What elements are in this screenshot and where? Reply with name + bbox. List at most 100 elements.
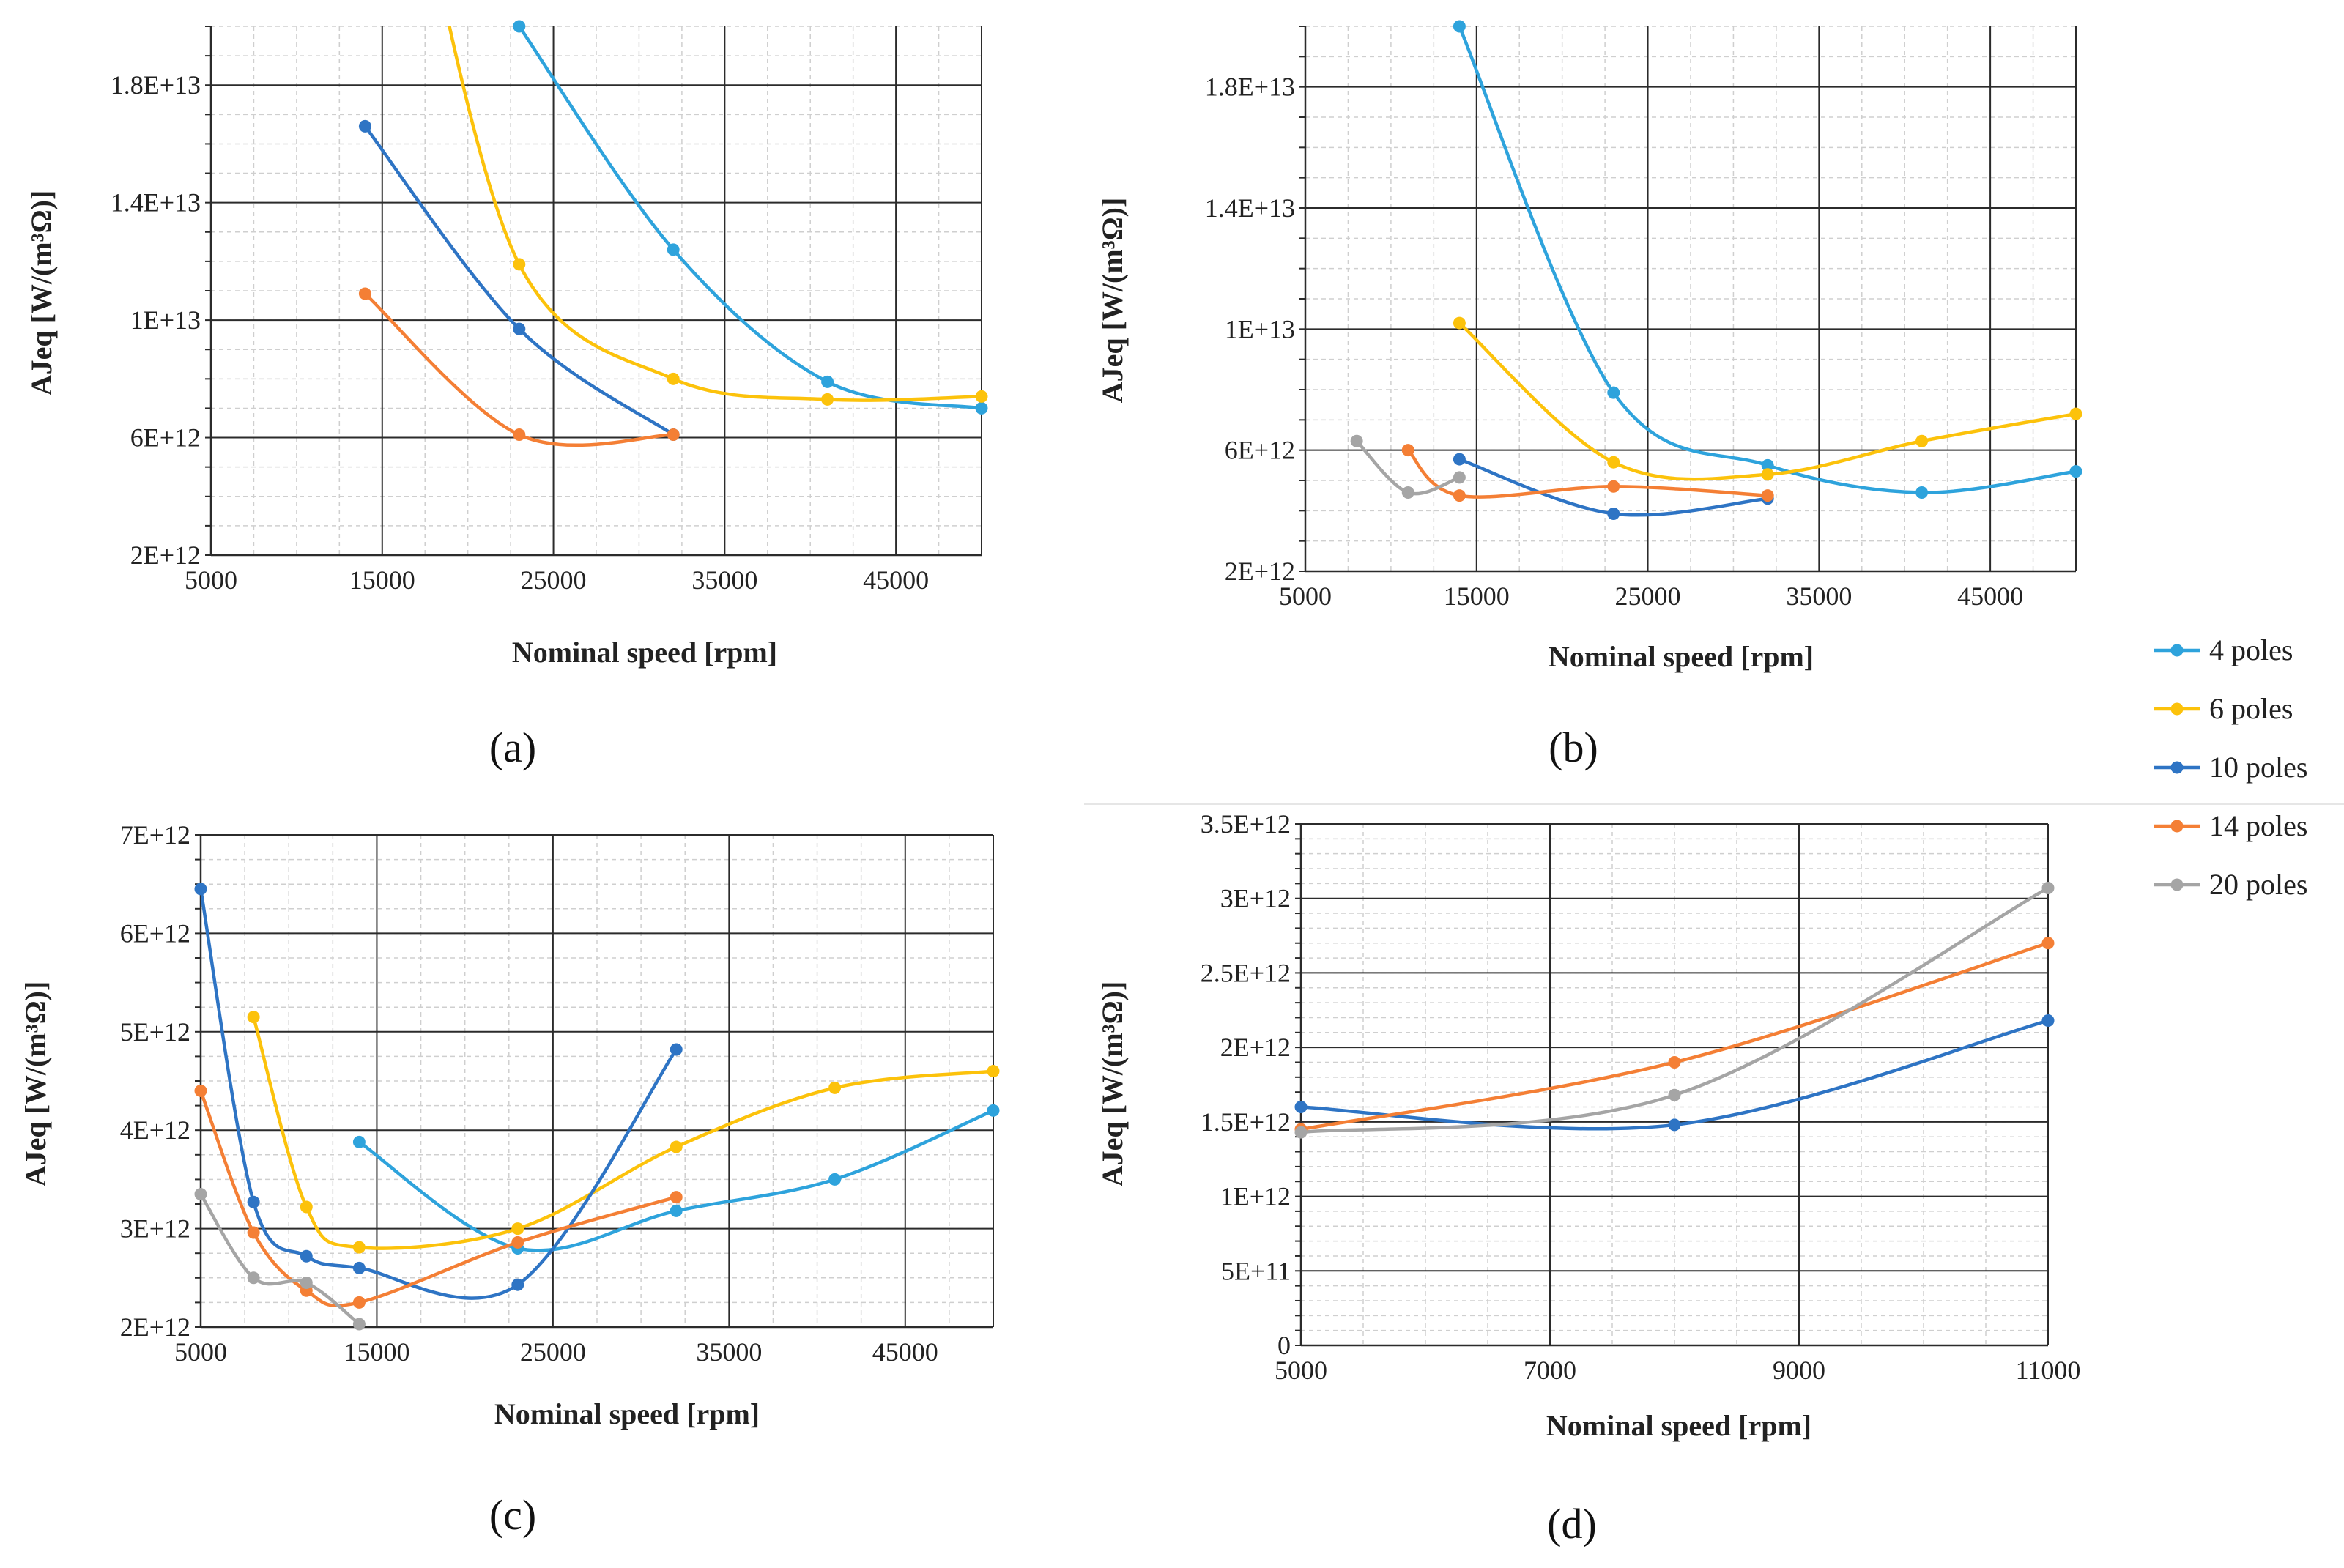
data-point-14-poles — [1761, 489, 1774, 502]
chart-a: 5000 15000 25000 35000 45000 2E+12 6E+12 1E+13 1… — [25, 20, 988, 771]
chart-d: 5000 7000 9000 11000 0 5E+11 1E+12 1.5E+12 2E+12… — [1084, 803, 2344, 1547]
panel-label-b: (b) — [1549, 724, 1598, 771]
x-tick-label: 25000 — [520, 1337, 586, 1367]
y-tick-label: 1.4E+13 — [1205, 193, 1295, 223]
data-point-4-poles — [987, 1104, 1000, 1117]
data-point-20-poles — [194, 1188, 207, 1201]
data-point-14-poles — [667, 428, 680, 442]
legend-marker — [2170, 702, 2184, 716]
y-tick-label: 5E+11 — [1221, 1256, 1291, 1285]
legend-label: 20 poles — [2209, 868, 2307, 901]
data-point-14-poles — [513, 428, 526, 442]
data-point-10-poles — [670, 1043, 683, 1056]
data-point-10-poles — [1607, 507, 1620, 520]
data-point-20-poles — [352, 1318, 366, 1331]
data-point-14-poles — [1607, 480, 1620, 493]
x-tick-label: 35000 — [691, 565, 757, 595]
series-line-4-poles — [358, 1109, 993, 1252]
panel-label-d: (d) — [1547, 1500, 1597, 1547]
data-point-4-poles — [513, 20, 526, 33]
data-point-4-poles — [1453, 20, 1466, 33]
data-point-20-poles — [2041, 881, 2055, 894]
legend: 4 poles 6 poles 10 poles 14 poles 20 poles — [2154, 633, 2307, 901]
y-tick-label: 3E+12 — [1220, 884, 1291, 913]
data-point-4-poles — [821, 375, 834, 388]
data-point-10-poles — [300, 1249, 313, 1263]
data-point-14-poles — [511, 1236, 524, 1249]
data-point-6-poles — [352, 1241, 366, 1254]
data-point-6-poles — [2069, 407, 2082, 420]
y-tick-label: 1E+13 — [130, 305, 201, 335]
series-line-14-poles — [1406, 448, 1768, 499]
legend-label: 6 poles — [2209, 692, 2293, 725]
x-axis-label-d: Nominal speed [rpm] — [1546, 1409, 1811, 1442]
y-axis-label-c: AJeq [W/(m³Ω)] — [19, 981, 52, 1187]
data-point-10-poles — [1453, 453, 1466, 466]
data-point-10-poles — [358, 119, 371, 133]
y-tick-label: 4E+12 — [120, 1115, 190, 1145]
y-tick-label: 2E+12 — [1220, 1033, 1291, 1062]
data-point-20-poles — [1294, 1126, 1308, 1139]
data-point-10-poles — [511, 1278, 524, 1291]
chart-c: 5000 15000 25000 35000 45000 2E+12 3E+12 4E+12 5… — [19, 820, 1000, 1539]
data-point-6-poles — [667, 372, 680, 385]
y-axis-label-a: AJeq [W/(m³Ω)] — [25, 190, 58, 396]
y-tick-label: 6E+12 — [1225, 436, 1295, 465]
x-tick-label: 5000 — [1279, 582, 1332, 611]
y-tick-label: 7E+12 — [120, 820, 190, 850]
x-tick-label: 45000 — [872, 1337, 938, 1367]
data-point-10-poles — [2041, 1014, 2055, 1028]
data-point-14-poles — [358, 287, 371, 300]
legend-label: 4 poles — [2209, 633, 2293, 666]
y-tick-label: 6E+12 — [120, 918, 190, 948]
y-tick-label: 1E+12 — [1220, 1182, 1291, 1211]
x-tick-label: 5000 — [185, 565, 237, 595]
x-tick-label: 5000 — [1275, 1356, 1327, 1385]
x-tick-label: 11000 — [2016, 1356, 2081, 1385]
x-tick-label: 25000 — [521, 565, 587, 595]
data-point-6-poles — [987, 1065, 1000, 1078]
series-line-10-poles — [363, 125, 675, 436]
y-axis-label-b: AJeq [W/(m³Ω)] — [1096, 198, 1129, 404]
series-line-14-poles — [201, 1090, 677, 1308]
y-tick-label: 1.8E+13 — [1205, 73, 1295, 102]
data-point-6-poles — [1453, 316, 1466, 330]
data-point-4-poles — [670, 1204, 683, 1217]
x-axis-label-c: Nominal speed [rpm] — [494, 1397, 760, 1430]
y-tick-label: 2E+12 — [130, 540, 201, 570]
data-point-20-poles — [1453, 471, 1466, 484]
data-point-20-poles — [1668, 1088, 1681, 1101]
x-tick-label: 15000 — [349, 565, 415, 595]
data-point-4-poles — [1761, 458, 1774, 472]
legend-label: 10 poles — [2209, 751, 2307, 784]
x-tick-label: 7000 — [1524, 1356, 1576, 1385]
y-tick-label: 1E+13 — [1225, 314, 1295, 343]
x-tick-label: 45000 — [1957, 582, 2023, 611]
x-tick-label: 35000 — [696, 1337, 762, 1367]
data-point-6-poles — [1761, 468, 1774, 481]
data-point-6-poles — [300, 1200, 313, 1214]
x-axis-label-b: Nominal speed [rpm] — [1549, 640, 1814, 673]
data-point-4-poles — [1607, 386, 1620, 399]
data-point-14-poles — [247, 1226, 260, 1239]
data-point-14-poles — [1453, 489, 1466, 502]
data-point-4-poles — [1915, 486, 1929, 499]
x-tick-label: 5000 — [174, 1337, 227, 1367]
data-point-10-poles — [352, 1261, 366, 1274]
y-tick-label: 3.5E+12 — [1201, 809, 1291, 839]
data-point-6-poles — [247, 1011, 260, 1024]
data-point-20-poles — [1350, 434, 1363, 447]
series-line-4-poles — [1458, 26, 2076, 494]
y-tick-label: 1.8E+13 — [111, 70, 201, 100]
data-point-6-poles — [1607, 456, 1620, 469]
y-tick-label: 6E+12 — [130, 423, 201, 453]
data-point-4-poles — [352, 1135, 366, 1148]
data-point-14-poles — [2041, 937, 2055, 950]
data-point-4-poles — [2069, 465, 2082, 478]
legend-marker — [2170, 820, 2184, 833]
data-point-4-poles — [828, 1173, 842, 1186]
series-line-6-poles — [251, 1017, 993, 1250]
data-point-6-poles — [513, 258, 526, 271]
x-tick-label: 9000 — [1773, 1356, 1825, 1385]
